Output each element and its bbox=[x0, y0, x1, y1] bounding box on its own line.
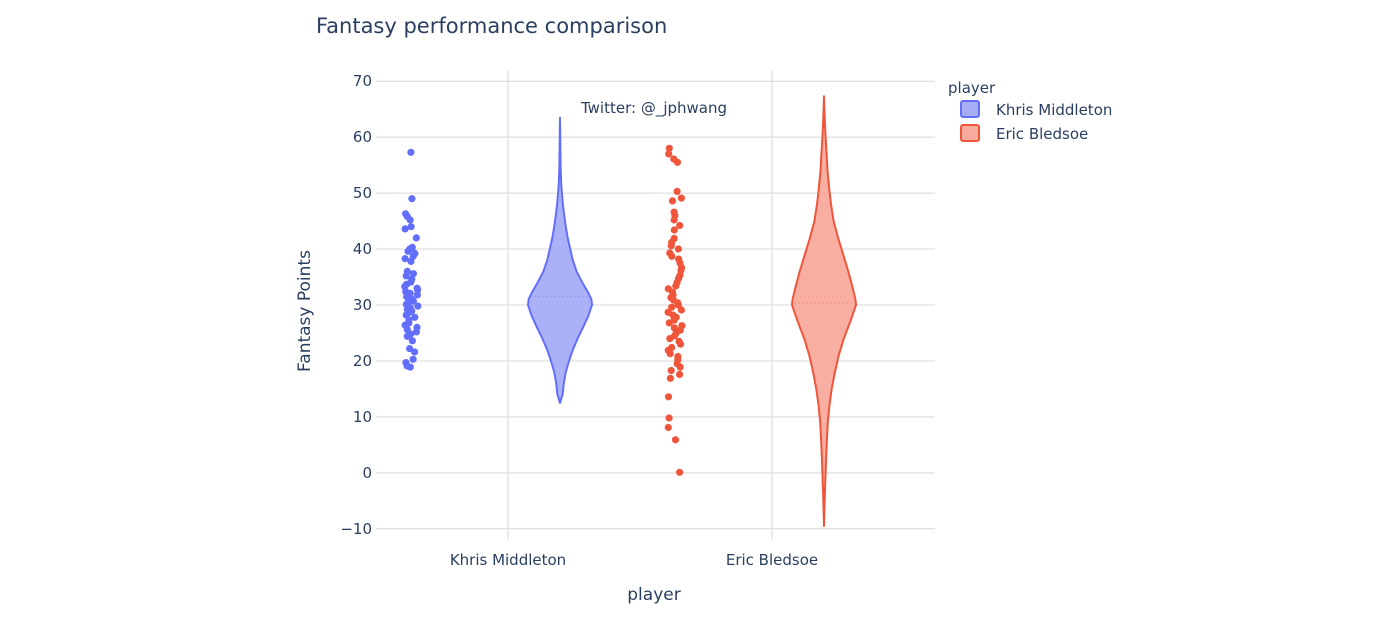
data-point bbox=[677, 306, 686, 314]
y-tick-label: 40 bbox=[353, 240, 372, 258]
data-point bbox=[402, 272, 410, 280]
x-axis-title: player bbox=[627, 585, 680, 605]
y-tick-label: 30 bbox=[353, 296, 372, 314]
y-tick-label: 70 bbox=[353, 72, 372, 90]
data-point bbox=[668, 252, 676, 260]
data-point bbox=[413, 291, 421, 299]
data-point bbox=[403, 332, 411, 340]
data-point bbox=[665, 144, 673, 152]
data-point bbox=[676, 370, 684, 378]
data-point bbox=[676, 363, 684, 371]
data-point bbox=[401, 255, 409, 263]
data-point bbox=[406, 216, 414, 224]
legend-item-khris-middleton[interactable]: Khris Middleton bbox=[960, 100, 1112, 119]
data-point bbox=[676, 221, 684, 230]
violin-layer bbox=[527, 95, 857, 527]
data-point bbox=[668, 303, 676, 311]
y-tick-label: 60 bbox=[353, 128, 372, 146]
data-point bbox=[667, 366, 675, 375]
tick-layer: −10 0 10 20 30 40 50 60 70 Khris Middleton Eric Bl… bbox=[340, 72, 818, 569]
data-point bbox=[412, 328, 420, 336]
data-point bbox=[671, 436, 680, 444]
legend-label-khris-middleton: Khris Middleton bbox=[996, 101, 1112, 119]
y-tick-label: 20 bbox=[353, 352, 372, 370]
y-tick-label: −10 bbox=[340, 520, 372, 538]
x-tick-label: Khris Middleton bbox=[450, 551, 566, 569]
data-point bbox=[664, 393, 673, 401]
data-point bbox=[665, 319, 673, 327]
data-point bbox=[677, 194, 686, 202]
data-point bbox=[665, 150, 673, 158]
data-point bbox=[406, 363, 414, 371]
data-point bbox=[414, 302, 422, 310]
data-point bbox=[676, 340, 685, 348]
y-tick-label: 10 bbox=[353, 408, 372, 426]
data-point bbox=[672, 282, 680, 290]
legend-title: player bbox=[948, 79, 996, 97]
data-point bbox=[407, 148, 415, 156]
data-point bbox=[666, 374, 675, 382]
data-point bbox=[401, 225, 409, 233]
data-point bbox=[407, 257, 415, 265]
data-point bbox=[409, 355, 417, 363]
legend-swatch-khris-middleton bbox=[960, 100, 980, 118]
data-point bbox=[666, 335, 674, 343]
chart-title: Fantasy performance comparison bbox=[316, 14, 667, 38]
data-point bbox=[665, 414, 673, 422]
data-point bbox=[668, 197, 677, 205]
data-point bbox=[408, 195, 416, 203]
data-point bbox=[411, 313, 419, 321]
y-axis-title: Fantasy Points bbox=[295, 250, 315, 372]
data-point bbox=[664, 423, 672, 432]
violin-khris-middleton[interactable] bbox=[527, 116, 593, 404]
points-layer bbox=[401, 144, 686, 476]
data-point bbox=[409, 270, 417, 278]
data-point bbox=[673, 158, 682, 166]
violin-eric-bledsoe[interactable] bbox=[791, 95, 857, 527]
twitter-annotation: Twitter: @_jphwang bbox=[580, 99, 727, 118]
x-tick-label: Eric Bledsoe bbox=[726, 551, 818, 569]
data-point bbox=[409, 297, 417, 305]
data-point bbox=[408, 337, 416, 345]
data-point bbox=[667, 242, 675, 250]
data-point bbox=[404, 247, 412, 255]
data-point bbox=[673, 187, 681, 195]
y-tick-label: 50 bbox=[353, 184, 372, 202]
grid-layer bbox=[376, 70, 935, 540]
data-point bbox=[407, 223, 415, 231]
data-point bbox=[412, 234, 420, 242]
y-tick-label: 0 bbox=[362, 464, 372, 482]
data-point bbox=[676, 468, 684, 476]
legend-item-eric-bledsoe[interactable]: Eric Bledsoe bbox=[960, 124, 1088, 143]
legend-label-eric-bledsoe: Eric Bledsoe bbox=[996, 125, 1088, 143]
legend-swatch-eric-bledsoe bbox=[960, 124, 980, 142]
data-point bbox=[674, 245, 683, 253]
data-point bbox=[411, 348, 419, 356]
legend: player Khris Middleton Eric Bledsoe bbox=[948, 79, 1112, 143]
data-point bbox=[670, 216, 678, 224]
data-point bbox=[670, 226, 678, 234]
data-point bbox=[666, 350, 674, 358]
